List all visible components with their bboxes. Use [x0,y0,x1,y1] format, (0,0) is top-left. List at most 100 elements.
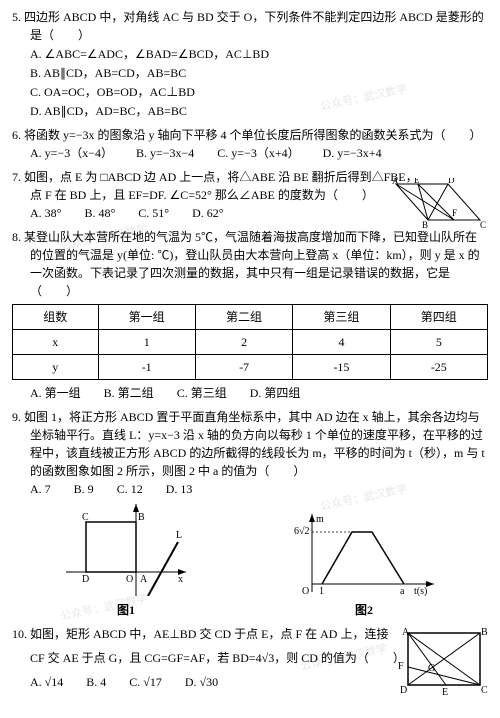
q10-num: 10. [12,627,27,641]
q7-opt-b: B. 48° [84,204,115,222]
q6-opt-c: C. y=−3（x+4） [217,144,299,162]
q9-opt-d: D. 13 [166,480,193,498]
q8-opt-b: B. 第二组 [104,384,154,402]
q10-svg: A B F G E D C [396,625,488,697]
q6-stem: 6. 将函数 y=−3x 的图象沿 y 轴向下平移 4 个单位长度后所得图象的函… [12,126,488,144]
q8-y0: y [13,355,99,380]
q9-opt-a: A. 7 [30,480,51,498]
q10-opt-a: A. √14 [30,673,63,691]
q9-fig2-svg: m 6√2 O 1 a t(s) [294,514,434,596]
q8-stem: 8. 某登山队大本营所在地的气温为 5℃，气温随着海拔高度增加而下降，已知登山队… [12,228,488,300]
question-7: 7. 如图，点 E 为 □ABCD 边 AD 上一点，将△ABE 沿 BE 翻折… [12,168,488,222]
q7-svg: A E D B F C [378,178,488,228]
q7-label-a: A [392,178,399,186]
q9f1-l: L [176,530,182,541]
q8-opt-a: A. 第一组 [30,384,81,402]
q6-opt-d: D. y=−3x+4 [323,144,382,162]
q5-opt-d: D. AB∥CD，AD=BC，AB=BC [30,102,488,120]
q6-opt-b: B. y=−3x−4 [136,144,194,162]
q5-opt-c: C. OA=OC，OB=OD，AC⊥BD [30,83,488,101]
q6-opt-a: A. y=−3（x−4） [30,144,113,162]
q8-stem-text: 某登山队大本营所在地的气温为 5℃，气温随着海拔高度增加而下降，已知登山队所在的… [24,230,480,298]
q5-options: A. ∠ABC=∠ADC，∠BAD=∠BCD，AC⊥BD B. AB∥CD，AB… [12,45,488,120]
question-8: 8. 某登山队大本营所在地的气温为 5℃，气温随着海拔高度增加而下降，已知登山队… [12,228,488,402]
q8-th-3: 第三组 [293,305,390,330]
q9f1-a: A [140,574,148,585]
q10-a: A [402,627,410,638]
q8-y4: -25 [390,355,487,380]
q10-c: C [481,685,488,696]
q7-label-e: E [414,178,420,185]
q9f2-peak: 6√2 [294,526,310,537]
q9-fig1-svg: C B L D O A x [66,504,186,596]
q9-fig1-wrap: C B L D O A x 图1 [66,504,186,619]
q8-table-header-row: 组数 第一组 第二组 第三组 第四组 [13,305,488,330]
q8-x4: 5 [390,330,487,355]
q7-num: 7. [12,170,21,184]
q10-e: E [442,687,448,697]
q9-options: A. 7 B. 9 C. 12 D. 13 [12,480,488,498]
q8-th-1: 第一组 [98,305,195,330]
q8-y2: -7 [195,355,292,380]
question-5: 5. 四边形 ABCD 中，对角线 AC 与 BD 交于 O，下列条件不能判定四… [12,8,488,120]
q8-table-x-row: x 1 2 4 5 [13,330,488,355]
q10-opt-d: D. √30 [185,673,218,691]
question-9: 9. 如图 1，将正方形 ABCD 置于平面直角坐标系中，其中 AD 边在 x … [12,408,488,619]
q9f2-a: a [400,586,405,596]
q6-options: A. y=−3（x−4） B. y=−3x−4 C. y=−3（x+4） D. … [12,144,488,162]
q6-stem-text: 将函数 y=−3x 的图象沿 y 轴向下平移 4 个单位长度后所得图象的函数关系… [24,128,482,142]
q5-stem-text: 四边形 ABCD 中，对角线 AC 与 BD 交于 O，下列条件不能判定四边形 … [24,10,484,42]
q10-d: D [400,685,407,696]
q8-x0: x [13,330,99,355]
q9-fig2-wrap: m 6√2 O 1 a t(s) 图2 [294,514,434,619]
question-10: 10. 如图，矩形 ABCD 中，AE⊥BD 交 CD 于点 E，点 F 在 A… [12,625,488,691]
q8-th-4: 第四组 [390,305,487,330]
q10-f: F [398,661,404,672]
q8-x2: 2 [195,330,292,355]
q9f1-d: D [82,574,89,585]
q8-th-0: 组数 [13,305,99,330]
q8-table-y-row: y -1 -7 -15 -25 [13,355,488,380]
q10-figure: A B F G E D C [396,625,488,702]
q5-opt-a: A. ∠ABC=∠ADC，∠BAD=∠BCD，AC⊥BD [30,45,488,63]
q8-options: A. 第一组 B. 第二组 C. 第三组 D. 第四组 [12,384,488,402]
q7-opt-a: A. 38° [30,204,61,222]
question-6: 6. 将函数 y=−3x 的图象沿 y 轴向下平移 4 个单位长度后所得图象的函… [12,126,488,162]
q9f2-m: m [316,514,324,525]
q9-opt-b: B. 9 [74,480,94,498]
q7-label-c: C [480,220,486,228]
q8-opt-c: C. 第三组 [177,384,227,402]
q10-g: G [428,663,435,674]
q8-num: 8. [12,230,21,244]
q8-table: 组数 第一组 第二组 第三组 第四组 x 1 2 4 5 y -1 -7 -15… [12,304,488,380]
q7-stem1-text: 如图，点 E 为 □ABCD 边 AD 上一点，将△ABE 沿 BE 翻折后得到… [24,170,418,184]
q10-opt-b: B. 4 [86,673,106,691]
q9f1-x: x [178,574,183,585]
q5-opt-b: B. AB∥CD，AB=CD，AB=BC [30,64,488,82]
q8-opt-d: D. 第四组 [250,384,301,402]
q10-stem1-text: 如图，矩形 ABCD 中，AE⊥BD 交 CD 于点 E，点 F 在 AD 上，… [30,627,388,641]
q9-stem-text: 如图 1，将正方形 ABCD 置于平面直角坐标系中，其中 AD 边在 x 轴上，… [24,410,485,478]
q6-num: 6. [12,128,21,142]
q9-fig2-label: 图2 [294,601,434,619]
q10-b: B [481,627,488,638]
q9f2-one: 1 [319,586,324,596]
q5-num: 5. [12,10,21,24]
q9f1-o: O [126,574,133,585]
q8-y1: -1 [98,355,195,380]
q8-x3: 4 [293,330,390,355]
q8-x1: 1 [98,330,195,355]
q9f2-o: O [302,586,309,596]
q9f1-c: C [82,512,89,523]
q10-opt-c: C. √17 [129,673,162,691]
q7-label-d: D [448,178,455,185]
q9-opt-c: C. 12 [117,480,143,498]
q7-label-b: B [422,220,428,228]
q7-label-f: F [452,208,457,218]
q9-stem: 9. 如图 1，将正方形 ABCD 置于平面直角坐标系中，其中 AD 边在 x … [12,408,488,480]
q9f1-b: B [138,512,145,523]
q9-num: 9. [12,410,21,424]
q7-opt-d: D. 62° [192,204,223,222]
q9-figures: C B L D O A x 图1 m 6√2 O 1 a [12,504,488,619]
q8-th-2: 第二组 [195,305,292,330]
